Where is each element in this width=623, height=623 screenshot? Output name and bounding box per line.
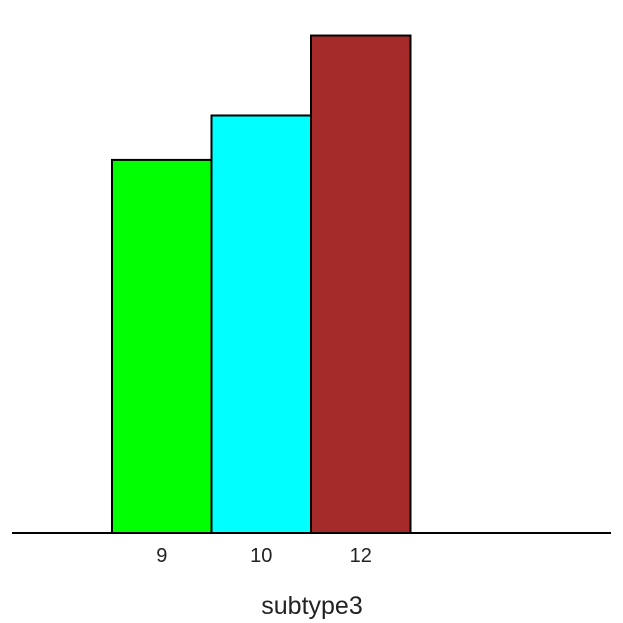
x-tick-labels: 9 10 12: [156, 545, 372, 567]
bar-12: [310, 34, 412, 535]
bar-9: [111, 158, 213, 534]
x-tick-label-10: 10: [250, 545, 272, 567]
x-axis-title: subtype3: [261, 592, 362, 620]
x-tick-label-9: 9: [156, 545, 167, 567]
bars-group: [111, 34, 412, 535]
x-tick-label-12: 12: [350, 545, 372, 567]
bar-10: [210, 114, 312, 534]
